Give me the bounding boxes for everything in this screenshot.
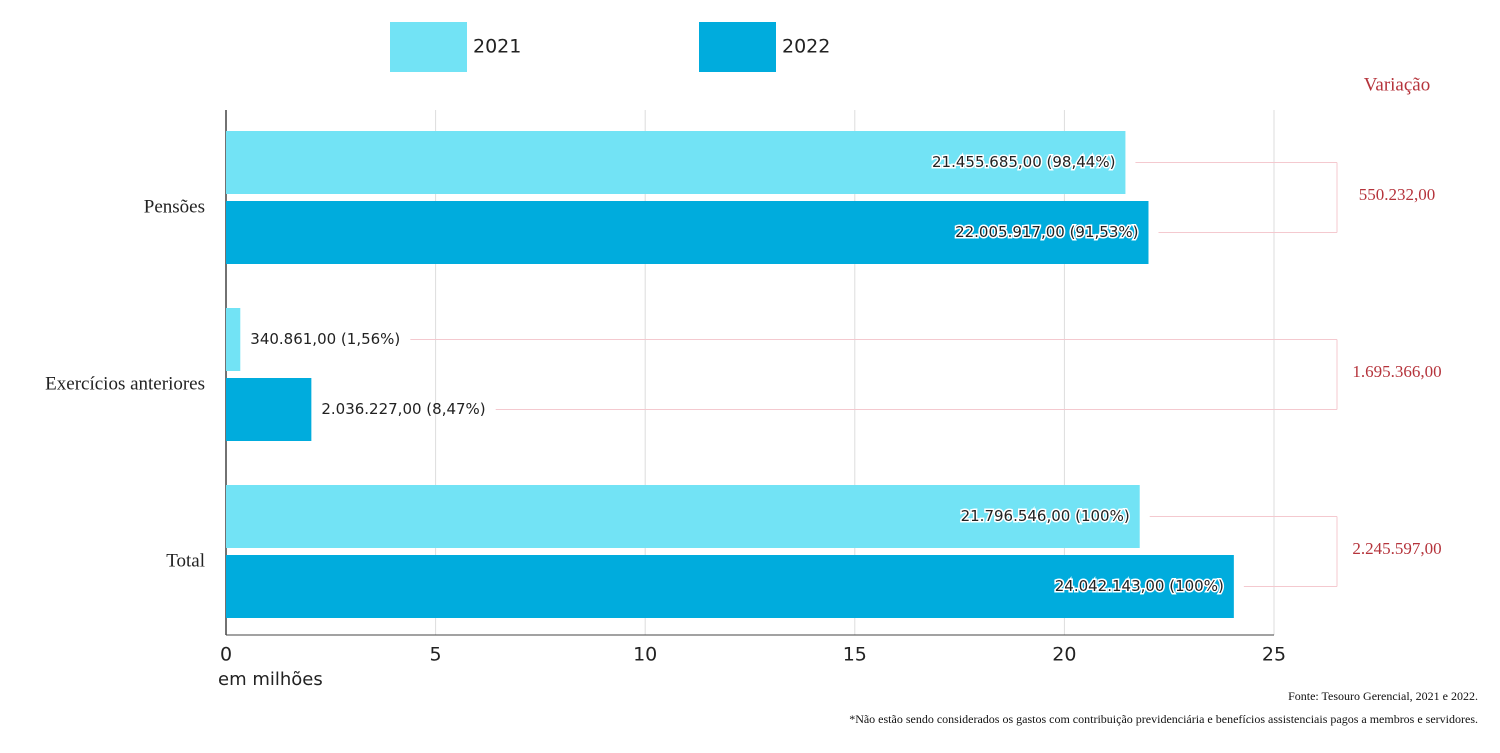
value-label: 24.042.143,00 (100%)	[1055, 577, 1224, 595]
bar	[226, 555, 1234, 618]
variation-title: Variação	[1364, 74, 1430, 95]
y-tick-label: Exercícios anteriores	[45, 373, 205, 394]
note: *Não estão sendo considerados os gastos …	[849, 712, 1478, 726]
bar	[226, 131, 1126, 194]
legend-label: 2021	[473, 36, 521, 58]
bar	[226, 308, 241, 371]
x-tick-label: 20	[1052, 644, 1076, 666]
bar	[226, 378, 312, 441]
value-label: 340.861,00 (1,56%)	[250, 330, 400, 348]
legend-swatch	[699, 22, 776, 72]
value-label: 2.036.227,00 (8,47%)	[321, 400, 485, 418]
y-tick-label: Pensões	[144, 196, 205, 217]
x-axis-label: em milhões	[218, 669, 323, 690]
value-label: 21.796.546,00 (100%)	[961, 507, 1130, 525]
variation-label: 1.695.366,00	[1352, 362, 1441, 381]
y-tick-label: Total	[166, 550, 205, 571]
legend-label: 2022	[782, 36, 830, 58]
bar	[226, 485, 1140, 548]
variation-label: 2.245.597,00	[1352, 539, 1441, 558]
variation-label: 550.232,00	[1359, 185, 1436, 204]
value-label: 21.455.685,00 (98,44%)	[932, 153, 1115, 171]
x-tick-label: 10	[633, 644, 657, 666]
x-tick-label: 15	[843, 644, 867, 666]
x-tick-label: 0	[220, 644, 232, 666]
x-tick-label: 25	[1262, 644, 1286, 666]
x-tick-label: 5	[430, 644, 442, 666]
legend-swatch	[390, 22, 467, 72]
value-label: 22.005.917,00 (91,53%)	[955, 223, 1138, 241]
source: Fonte: Tesouro Gerencial, 2021 e 2022.	[1288, 689, 1478, 703]
bar	[226, 201, 1149, 264]
